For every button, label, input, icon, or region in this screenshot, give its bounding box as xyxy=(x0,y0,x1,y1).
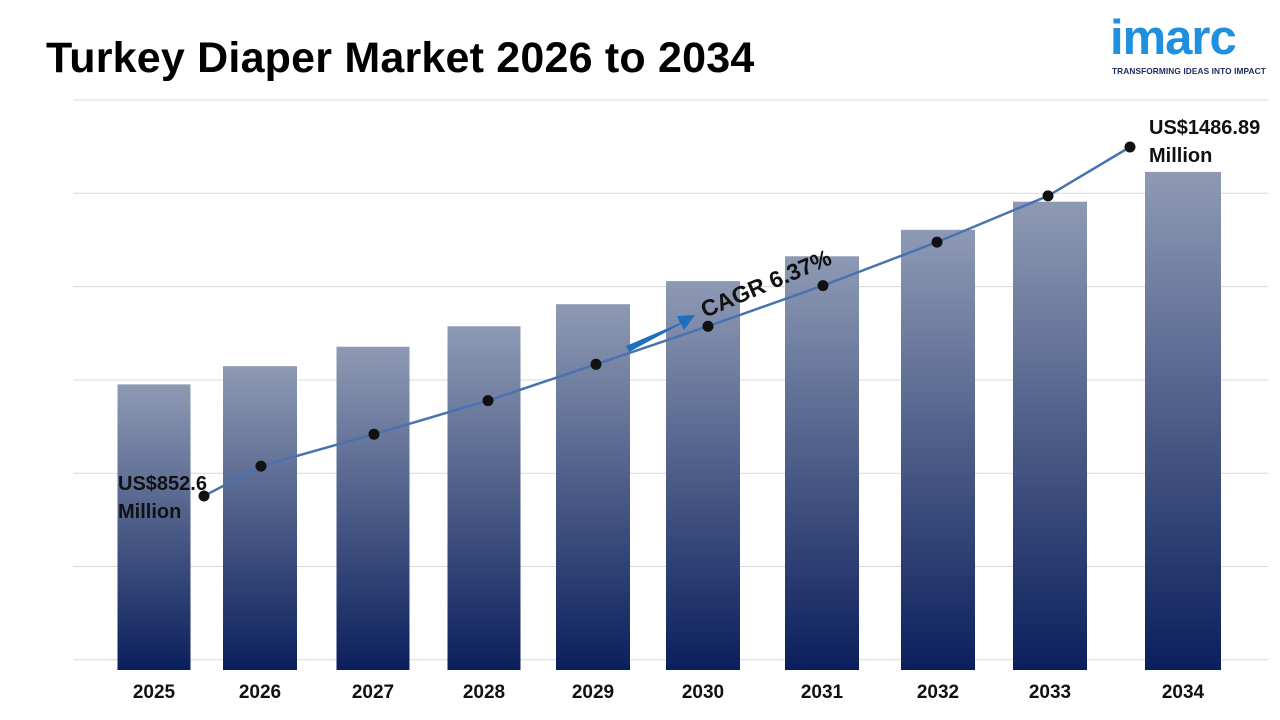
tick-label-2025: 2025 xyxy=(133,682,176,703)
marker-2030 xyxy=(702,320,714,332)
bars xyxy=(117,171,1221,671)
tick-label-2033: 2033 xyxy=(1029,682,1071,703)
trend-line-path xyxy=(203,145,1131,498)
marker-2027 xyxy=(368,428,380,440)
bar-2034 xyxy=(1145,171,1221,670)
marker-2032 xyxy=(931,236,943,248)
bar-2029 xyxy=(556,304,630,670)
marker-2029 xyxy=(590,358,602,370)
bar-2027 xyxy=(336,346,410,670)
page-title: Turkey Diaper Market 2026 to 2034 xyxy=(46,34,755,82)
bar-2031 xyxy=(785,256,859,670)
marker-2026 xyxy=(255,460,267,472)
tick-label-2032: 2032 xyxy=(917,682,959,703)
marker-2034 xyxy=(1124,141,1136,153)
marker-2031 xyxy=(817,280,829,292)
trend-line xyxy=(198,141,1136,502)
tick-label-2034: 2034 xyxy=(1162,682,1205,703)
first-value-label-line-0: US$852.6 xyxy=(118,473,207,495)
tick-label-2030: 2030 xyxy=(682,682,724,703)
data-labels: US$852.6 Million US$1486.89 Million xyxy=(118,117,1260,523)
tick-label-2029: 2029 xyxy=(572,682,614,703)
bar-2030 xyxy=(666,281,740,670)
marker-2033 xyxy=(1042,190,1054,202)
last-value-label-line-0: US$1486.89 xyxy=(1149,117,1260,139)
bar-2033 xyxy=(1013,201,1087,671)
tick-label-2028: 2028 xyxy=(463,682,505,703)
last-value-label-line-1: Million xyxy=(1149,145,1212,167)
marker-2025 xyxy=(198,490,210,502)
logo-wordmark: imarc xyxy=(1110,11,1237,65)
tick-label-2027: 2027 xyxy=(352,682,394,703)
bar-2026 xyxy=(223,366,297,670)
tick-label-2031: 2031 xyxy=(801,682,844,703)
tick-label-2026: 2026 xyxy=(239,682,281,703)
bar-2028 xyxy=(447,326,521,670)
imarc-logo: imarc TRANSFORMING IDEAS INTO IMPACT xyxy=(1108,8,1274,80)
cagr-arrow xyxy=(626,315,695,352)
first-value-label-line-1: Million xyxy=(118,501,181,523)
bar-2032 xyxy=(901,229,975,670)
marker-2028 xyxy=(482,395,494,407)
bar-2025 xyxy=(117,384,191,670)
x-axis-ticks: 2025 2026 2027 2028 2029 2030 2031 2032 2033 2034 xyxy=(133,682,1205,703)
logo-tagline: TRANSFORMING IDEAS INTO IMPACT xyxy=(1112,66,1266,76)
